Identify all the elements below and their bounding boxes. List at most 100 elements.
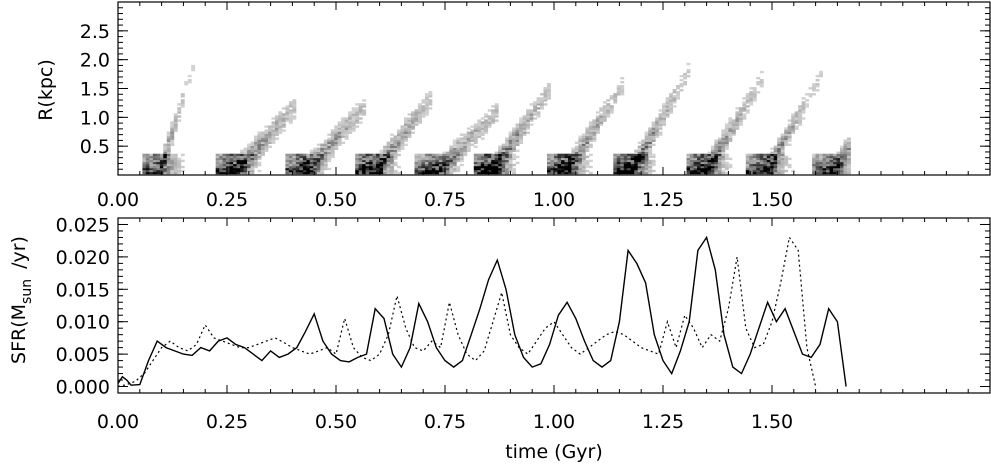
heatmap-cell bbox=[142, 159, 147, 163]
heatmap-cell bbox=[435, 163, 440, 167]
heatmap-cell bbox=[327, 143, 332, 146]
heatmap-cell bbox=[292, 109, 297, 112]
heatmap-cell bbox=[616, 159, 621, 163]
heatmap-cell bbox=[749, 157, 754, 161]
heatmap-cell bbox=[257, 155, 262, 159]
heatmap-cell bbox=[547, 161, 551, 165]
heatmap-cell bbox=[773, 149, 778, 152]
heatmap-cell bbox=[630, 171, 635, 175]
heatmap-cell bbox=[494, 159, 499, 163]
heatmap-cell bbox=[383, 159, 387, 163]
heatmap-cell bbox=[714, 141, 719, 144]
heatmap-cell bbox=[459, 143, 464, 146]
heatmap-cell bbox=[487, 155, 492, 159]
heatmap-cell bbox=[484, 115, 489, 118]
heatmap-cell bbox=[578, 143, 583, 146]
heatmap-cell bbox=[724, 163, 729, 167]
heatmap-cell bbox=[170, 137, 175, 140]
heatmap-cell bbox=[805, 105, 809, 108]
heatmap-cell bbox=[424, 99, 429, 102]
heatmap-cell bbox=[233, 161, 237, 165]
heatmap-cell bbox=[452, 169, 457, 173]
heatmap-cell bbox=[299, 167, 304, 171]
heatmap-cell bbox=[351, 109, 356, 112]
heatmap-cell bbox=[784, 163, 789, 167]
heatmap-cell bbox=[313, 157, 318, 161]
heatmap-cell bbox=[711, 163, 715, 167]
heatmap-cell bbox=[585, 155, 590, 159]
heatmap-cell bbox=[829, 159, 834, 163]
heatmap-cell bbox=[620, 167, 625, 171]
heatmap-cell bbox=[714, 143, 719, 146]
heatmap-cell bbox=[323, 151, 328, 154]
heatmap-cell bbox=[623, 159, 628, 163]
heatmap-cell bbox=[257, 161, 262, 165]
heatmap-cell bbox=[724, 131, 729, 134]
heatmap-cell bbox=[651, 121, 656, 124]
heatmap-cell bbox=[662, 123, 666, 126]
heatmap-cell bbox=[787, 125, 792, 128]
heatmap-cell bbox=[686, 169, 691, 173]
heatmap-cell bbox=[320, 163, 325, 167]
heatmap-cell bbox=[735, 113, 740, 116]
heatmap-cell bbox=[473, 123, 478, 126]
heatmap-cell bbox=[170, 167, 175, 171]
heatmap-cell bbox=[574, 157, 579, 161]
heatmap-cell bbox=[365, 155, 370, 159]
heatmap-cell bbox=[431, 167, 436, 171]
heatmap-cell bbox=[578, 139, 583, 142]
heatmap-cell bbox=[819, 155, 823, 159]
heatmap-cell bbox=[222, 159, 227, 163]
heatmap-cell bbox=[711, 145, 715, 148]
heatmap-cell bbox=[564, 167, 569, 171]
heatmap-cell bbox=[309, 165, 314, 169]
heatmap-cell bbox=[247, 165, 251, 169]
heatmap-cell bbox=[630, 163, 635, 167]
heatmap-cell bbox=[512, 147, 516, 150]
heatmap-cell bbox=[672, 99, 677, 102]
heatmap-cell bbox=[226, 163, 230, 167]
heatmap-cell bbox=[306, 169, 311, 173]
heatmap-cell bbox=[288, 159, 293, 163]
heatmap-cell bbox=[229, 159, 234, 163]
heatmap-cell bbox=[477, 121, 482, 124]
heatmap-cell bbox=[498, 159, 503, 163]
heatmap-cell bbox=[313, 149, 318, 152]
heatmap-cell bbox=[738, 123, 743, 126]
heatmap-cell bbox=[508, 137, 513, 140]
heatmap-cell bbox=[219, 155, 224, 159]
heatmap-cell bbox=[404, 117, 408, 120]
heatmap-cell bbox=[512, 133, 516, 136]
heatmap-cell bbox=[142, 163, 147, 167]
heatmap-cell bbox=[254, 163, 258, 167]
heatmap-cell bbox=[644, 161, 649, 165]
heatmap-cell bbox=[791, 125, 796, 128]
heatmap-cell bbox=[557, 161, 562, 165]
heatmap-cell bbox=[564, 159, 569, 163]
heatmap-cell bbox=[418, 157, 422, 161]
heatmap-cell bbox=[431, 163, 436, 167]
heatmap-cell bbox=[397, 139, 401, 142]
heatmap-cell bbox=[759, 165, 764, 169]
heatmap-cell bbox=[728, 157, 733, 161]
heatmap-cell bbox=[798, 121, 803, 124]
heatmap-cell bbox=[404, 139, 408, 142]
heatmap-cell bbox=[383, 157, 387, 161]
heatmap-cell bbox=[358, 167, 363, 171]
heatmap-cell bbox=[505, 161, 510, 165]
heatmap-cell bbox=[648, 169, 653, 173]
heatmap-cell bbox=[568, 167, 572, 171]
heatmap-cell bbox=[536, 97, 541, 100]
heatmap-cell bbox=[494, 153, 499, 157]
heatmap-cell bbox=[414, 109, 419, 112]
heatmap-cell bbox=[561, 161, 565, 165]
heatmap-cell bbox=[658, 115, 663, 118]
heatmap-cell bbox=[665, 115, 670, 118]
heatmap-cell bbox=[327, 167, 332, 171]
heatmap-cell bbox=[257, 141, 262, 144]
heatmap-cell bbox=[843, 159, 848, 163]
heatmap-cell bbox=[595, 115, 600, 118]
heatmap-cell bbox=[512, 167, 516, 171]
heatmap-cell bbox=[547, 159, 551, 163]
heatmap-cell bbox=[648, 165, 653, 169]
